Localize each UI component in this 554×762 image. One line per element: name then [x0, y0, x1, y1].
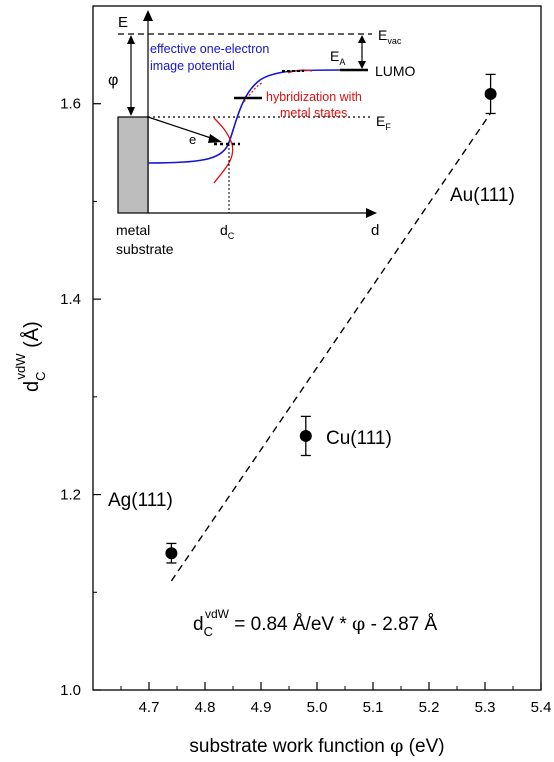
y-axis-ticks: 1.0 1.2 1.4 1.6 — [60, 96, 101, 699]
dc-label: dC — [220, 222, 235, 241]
y-tick-label: 1.6 — [60, 96, 81, 113]
electron-affinity-label: EA — [330, 48, 345, 67]
x-tick-label: 5.0 — [307, 699, 328, 716]
x-tick-label: 4.8 — [195, 699, 216, 716]
data-point — [165, 547, 178, 560]
svg-text:dCvdW (Å): dCvdW (Å) — [13, 321, 48, 392]
substrate-label-line2: substrate — [116, 241, 174, 257]
hybridization-curve-upper — [243, 82, 263, 103]
x-tick-label: 5.3 — [475, 699, 496, 716]
potential-label-line2: image potential — [150, 59, 235, 73]
fermi-level-label: EF — [376, 113, 391, 132]
work-function-arrow-bottom — [127, 107, 135, 116]
y-tick-label: 1.2 — [60, 487, 81, 504]
y-tick-label: 1.4 — [60, 291, 81, 308]
work-function-arrow-top — [127, 35, 135, 44]
lumo-label: LUMO — [375, 63, 416, 79]
inset-distance-label: d — [371, 222, 379, 239]
x-tick-label: 5.1 — [363, 699, 384, 716]
x-axis-ticks: 4.7 4.8 4.9 5.0 5.1 5.2 5.3 5.4 — [120, 682, 552, 716]
metal-substrate — [117, 116, 149, 214]
electron-affinity-arrow-top — [358, 35, 366, 43]
point-label-cu: Cu(111) — [326, 428, 392, 449]
fit-line — [170, 112, 492, 582]
electron-label: e — [189, 132, 196, 147]
inset-diagram: E d metal substrate Evac EF φ EA LUMO ef… — [108, 10, 416, 257]
work-function-label: φ — [108, 72, 118, 89]
x-tick-label: 5.2 — [419, 699, 440, 716]
point-label-ag: Ag(111) — [108, 490, 173, 511]
hybridization-label-line1: hybridization with — [266, 90, 362, 104]
fit-equation: dCvdW = 0.84 Å/eV * φ - 2.87 Å — [193, 607, 437, 639]
x-tick-label: 4.9 — [251, 699, 272, 716]
data-points — [165, 73, 497, 564]
y-tick-label: 1.0 — [60, 682, 81, 699]
data-point — [484, 87, 497, 100]
electron-transfer-arrow — [147, 116, 215, 140]
point-label-au: Au(111) — [450, 185, 515, 206]
x-axis-label: substrate work function φ (eV) — [189, 735, 444, 757]
inset-energy-label: E — [118, 14, 128, 31]
substrate-label-line1: metal — [116, 222, 150, 238]
electron-affinity-arrow-bottom — [358, 61, 366, 69]
y-axis-label: dCvdW (Å) — [13, 321, 48, 392]
inset-distance-axis-arrow — [366, 208, 377, 218]
x-tick-label: 5.4 — [531, 699, 552, 716]
electron-transfer-arrowhead — [208, 134, 222, 143]
x-tick-label: 4.7 — [139, 699, 160, 716]
vacuum-level-label: Evac — [378, 27, 402, 46]
data-point — [299, 429, 312, 442]
potential-label-line1: effective one-electron — [150, 42, 269, 56]
hybridization-label-line2: metal states — [280, 106, 347, 120]
inset-energy-axis-arrow — [143, 10, 153, 21]
